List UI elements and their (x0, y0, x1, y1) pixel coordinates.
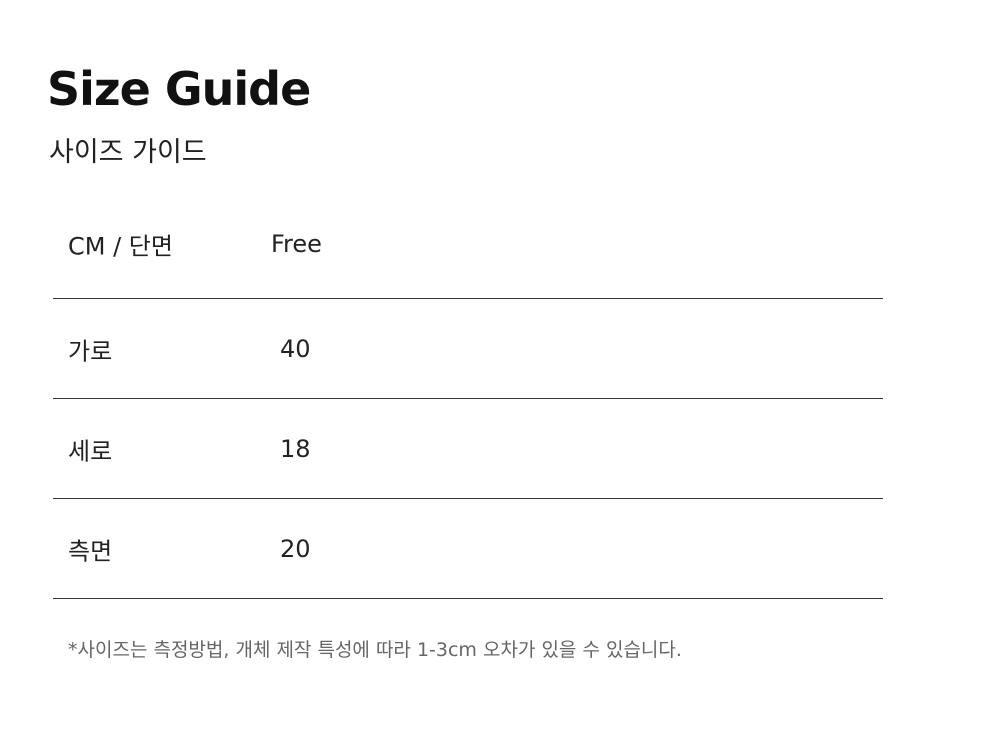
table-row: 측면 20 (53, 499, 883, 599)
page-subtitle: 사이즈 가이드 (49, 137, 207, 168)
table-row: 세로 18 (53, 399, 883, 499)
row-value: 18 (280, 434, 311, 463)
row-value: 20 (280, 534, 311, 563)
row-label: 측면 (68, 537, 113, 565)
row-label: 세로 (68, 437, 113, 465)
page-title: Size Guide (47, 62, 311, 116)
table-row: 가로 40 (53, 299, 883, 399)
header-unit-label: CM / 단면 (68, 232, 173, 261)
size-table: CM / 단면 Free 가로 40 세로 18 측면 20 (53, 200, 883, 599)
measurement-note: *사이즈는 측정방법, 개체 제작 특성에 따라 1-3cm 오차가 있을 수 … (68, 639, 682, 661)
table-header-row: CM / 단면 Free (53, 200, 883, 299)
row-label: 가로 (68, 337, 113, 365)
header-size-label: Free (271, 230, 322, 259)
row-value: 40 (280, 334, 311, 363)
